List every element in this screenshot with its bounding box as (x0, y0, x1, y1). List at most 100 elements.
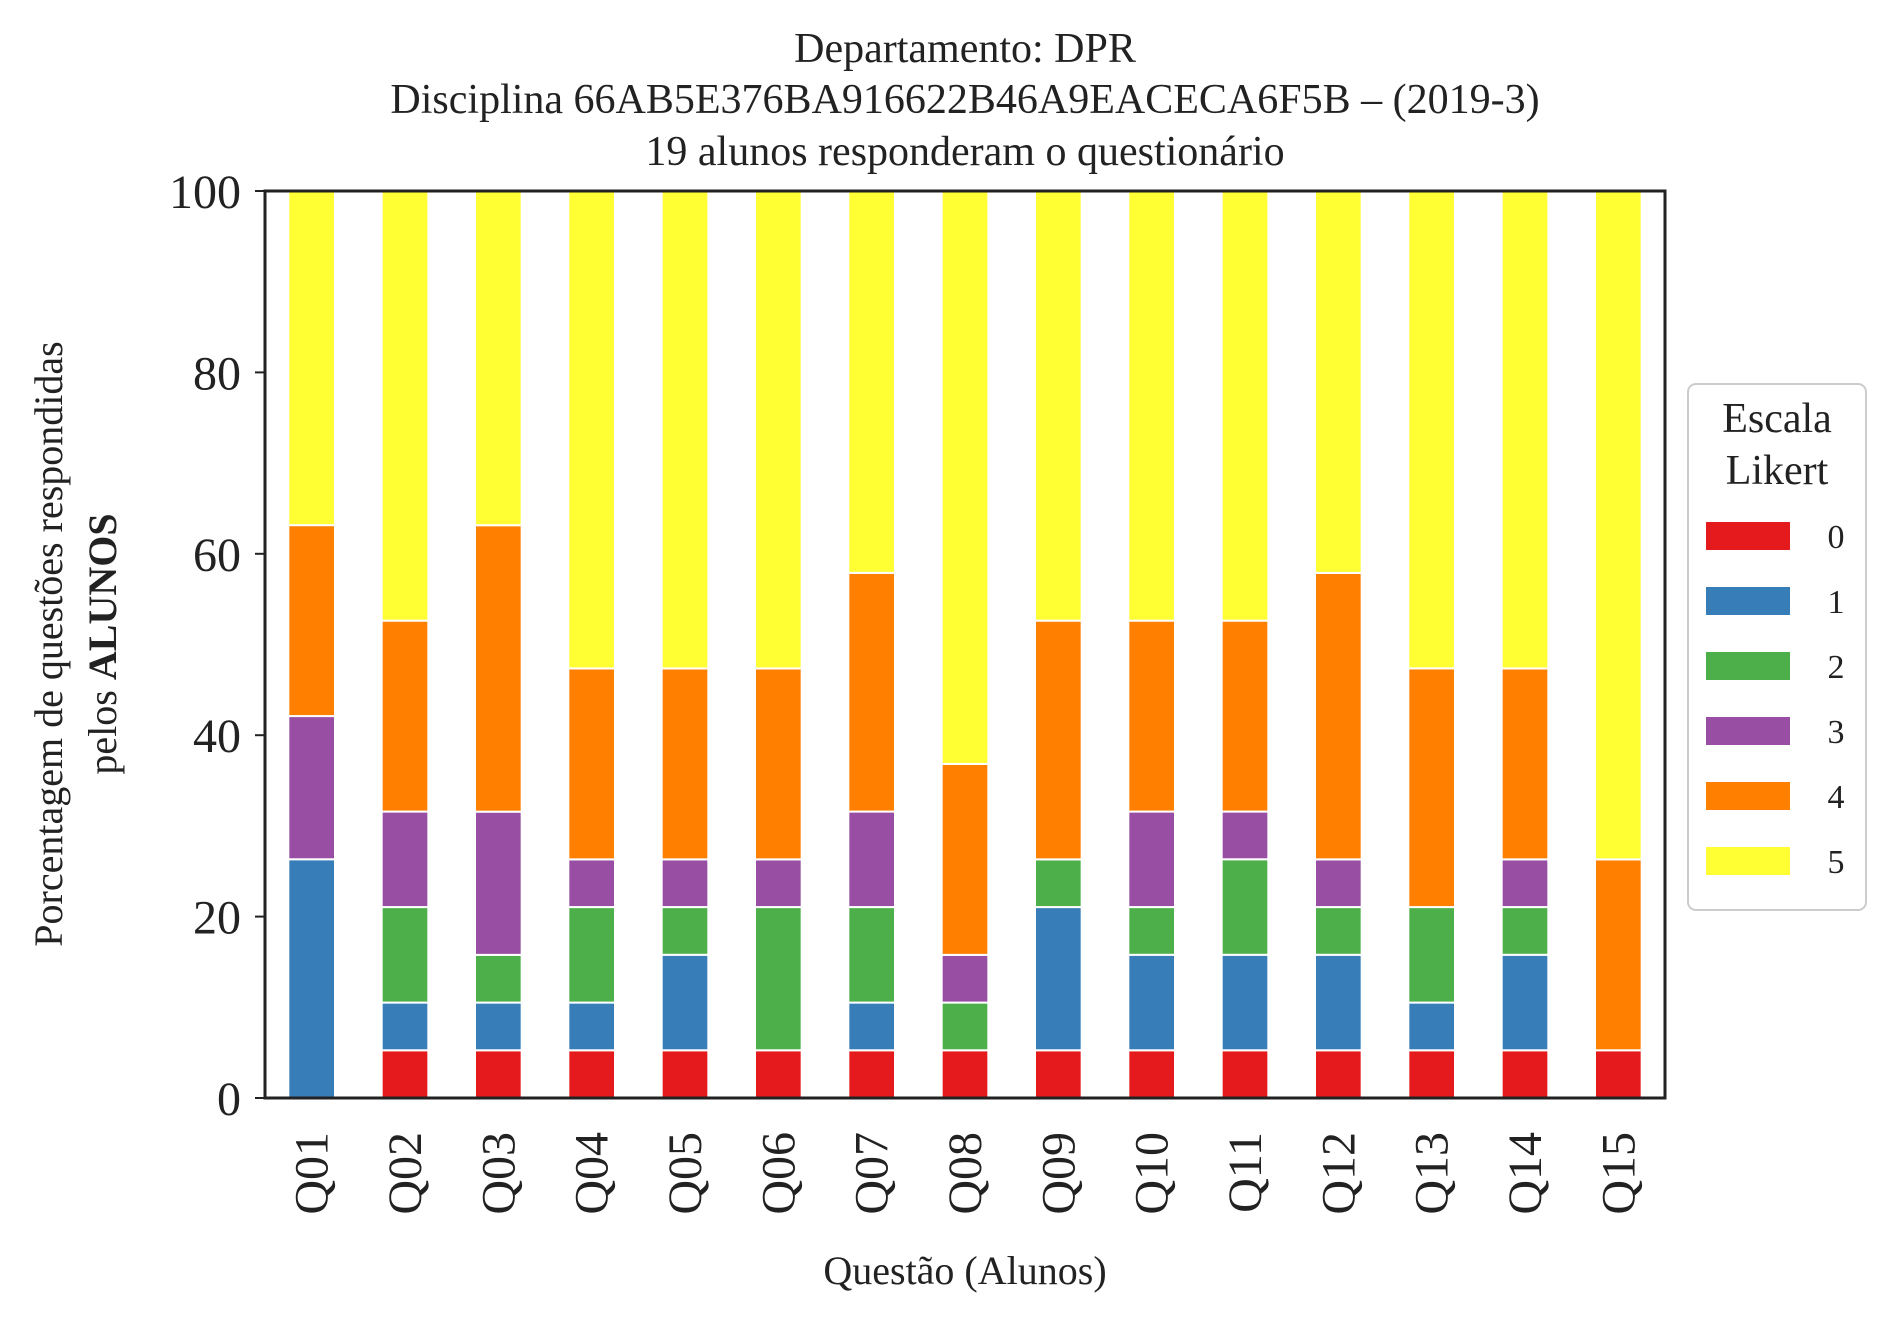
y-axis-label-prefix: pelos (80, 680, 125, 774)
bar-q11-likert-1 (1220, 953, 1270, 1052)
bar-q11-likert-5 (1220, 190, 1270, 622)
bar-q13-likert-1 (1407, 1001, 1457, 1052)
bar-q12-likert-3 (1314, 858, 1363, 909)
bar-q06-likert-3 (754, 858, 803, 909)
bar-q13-likert-5 (1407, 190, 1457, 670)
bar-q11-likert-4 (1220, 619, 1270, 813)
bar-q12-likert-1 (1314, 953, 1363, 1052)
x-tick-label-q03: Q03 (472, 1132, 525, 1215)
bar-q08-likert-2 (940, 1001, 990, 1052)
y-tick-label: 0 (217, 1073, 241, 1126)
y-axis-label-bold: ALUNOS (80, 513, 125, 680)
bar-q02-likert-2 (380, 906, 430, 1004)
bar-q05-likert-0 (660, 1049, 710, 1099)
bar-q02-likert-1 (380, 1001, 430, 1052)
bar-q09-likert-2 (1034, 858, 1083, 909)
bar-q10-likert-0 (1127, 1049, 1177, 1099)
y-tick-label: 60 (193, 529, 241, 582)
legend-swatch-4 (1706, 782, 1790, 810)
bar-q11-likert-3 (1220, 810, 1270, 861)
bar-q12-likert-5 (1314, 190, 1363, 574)
x-tick-label-q04: Q04 (566, 1132, 619, 1215)
legend-swatch-2 (1706, 652, 1790, 680)
bar-q10-likert-4 (1127, 619, 1177, 813)
y-axis-label-line-2: pelos ALUNOS (80, 513, 125, 774)
bar-q15-likert-0 (1594, 1049, 1643, 1099)
legend-frame (1687, 383, 1867, 911)
bar-q08-likert-0 (940, 1049, 990, 1099)
bar-q04-likert-0 (567, 1049, 616, 1099)
bar-q01-likert-3 (287, 715, 337, 861)
bar-q14-likert-5 (1500, 190, 1550, 670)
bar-q05-likert-2 (660, 906, 710, 956)
bar-q09-likert-4 (1034, 619, 1083, 861)
bar-q13-likert-4 (1407, 667, 1457, 909)
x-tick-label-q10: Q10 (1126, 1132, 1179, 1215)
x-tick-label-q06: Q06 (752, 1132, 805, 1215)
bar-q05-likert-4 (660, 667, 710, 861)
bar-q07-likert-1 (847, 1001, 896, 1052)
legend-swatch-1 (1706, 587, 1790, 615)
x-tick-label-q01: Q01 (286, 1132, 339, 1215)
bar-q09-likert-5 (1034, 190, 1083, 622)
y-axis-label-line-1: Porcentagem de questões respondidas (26, 341, 71, 946)
y-tick-label: 40 (193, 710, 241, 763)
bar-q08-likert-5 (940, 190, 990, 765)
bar-q07-likert-5 (847, 189, 896, 574)
bar-q09-likert-1 (1034, 906, 1083, 1052)
x-axis-ticks: Q01 Q02 Q03 Q04 Q05 Q06 Q07 Q08 Q09 Q10 Q11 Q12 Q13 Q… (286, 1132, 1646, 1215)
x-tick-label-q08: Q08 (939, 1132, 992, 1215)
bar-q12-likert-2 (1314, 906, 1363, 956)
legend-label-4: 4 (1828, 779, 1845, 816)
bar-q10-likert-3 (1127, 810, 1177, 909)
bar-q15-likert-4 (1594, 858, 1643, 1052)
bar-q02-likert-3 (380, 810, 430, 909)
bar-q11-likert-0 (1220, 1049, 1270, 1099)
bar-q13-likert-2 (1407, 906, 1457, 1004)
legend-swatch-5 (1706, 847, 1790, 875)
bar-q06-likert-5 (754, 190, 803, 670)
bars-layer (287, 189, 1643, 1099)
bar-q14-likert-2 (1500, 906, 1550, 956)
legend-label-3: 3 (1828, 714, 1845, 751)
legend-swatch-3 (1706, 717, 1790, 745)
bar-q10-likert-1 (1127, 953, 1177, 1052)
bar-q10-likert-2 (1127, 906, 1177, 956)
legend-swatch-0 (1706, 522, 1790, 550)
bar-q03-likert-1 (474, 1001, 523, 1052)
x-tick-label-q12: Q12 (1312, 1132, 1365, 1215)
bar-q07-likert-4 (847, 571, 896, 813)
bar-q10-likert-5 (1127, 190, 1177, 622)
legend-title-line-2: Likert (1726, 448, 1829, 494)
bar-q03-likert-3 (474, 810, 523, 956)
plot-frame (263, 189, 1667, 1100)
bar-q01-likert-5 (287, 190, 337, 527)
bar-q08-likert-3 (940, 953, 990, 1004)
bar-q01-likert-1 (287, 858, 337, 1099)
bar-q14-likert-3 (1500, 858, 1550, 909)
bar-q07-likert-3 (847, 810, 896, 909)
legend-label-2: 2 (1828, 649, 1845, 686)
x-tick-label-q13: Q13 (1406, 1132, 1459, 1215)
bar-q08-likert-4 (940, 762, 990, 956)
bar-q05-likert-1 (660, 953, 710, 1052)
bar-q01-likert-4 (287, 524, 337, 718)
bar-q07-likert-2 (847, 906, 896, 1004)
x-tick-label-q14: Q14 (1499, 1132, 1552, 1215)
bar-q12-likert-4 (1314, 571, 1363, 861)
bar-q03-likert-2 (474, 953, 523, 1004)
x-tick-label-q09: Q09 (1032, 1132, 1085, 1215)
y-tick-label: 20 (193, 892, 241, 945)
bar-q04-likert-5 (567, 190, 616, 670)
x-tick-label-q15: Q15 (1592, 1132, 1645, 1215)
bar-q02-likert-5 (380, 190, 430, 622)
x-axis-label: Questão (Alunos) (823, 1248, 1106, 1293)
bar-q09-likert-0 (1034, 1049, 1083, 1099)
bar-q12-likert-0 (1314, 1049, 1363, 1099)
bar-q02-likert-4 (380, 619, 430, 813)
bar-q04-likert-2 (567, 906, 616, 1004)
bar-q14-likert-0 (1500, 1049, 1550, 1099)
y-axis-ticks: 0 20 40 60 80 100 (169, 166, 265, 1126)
